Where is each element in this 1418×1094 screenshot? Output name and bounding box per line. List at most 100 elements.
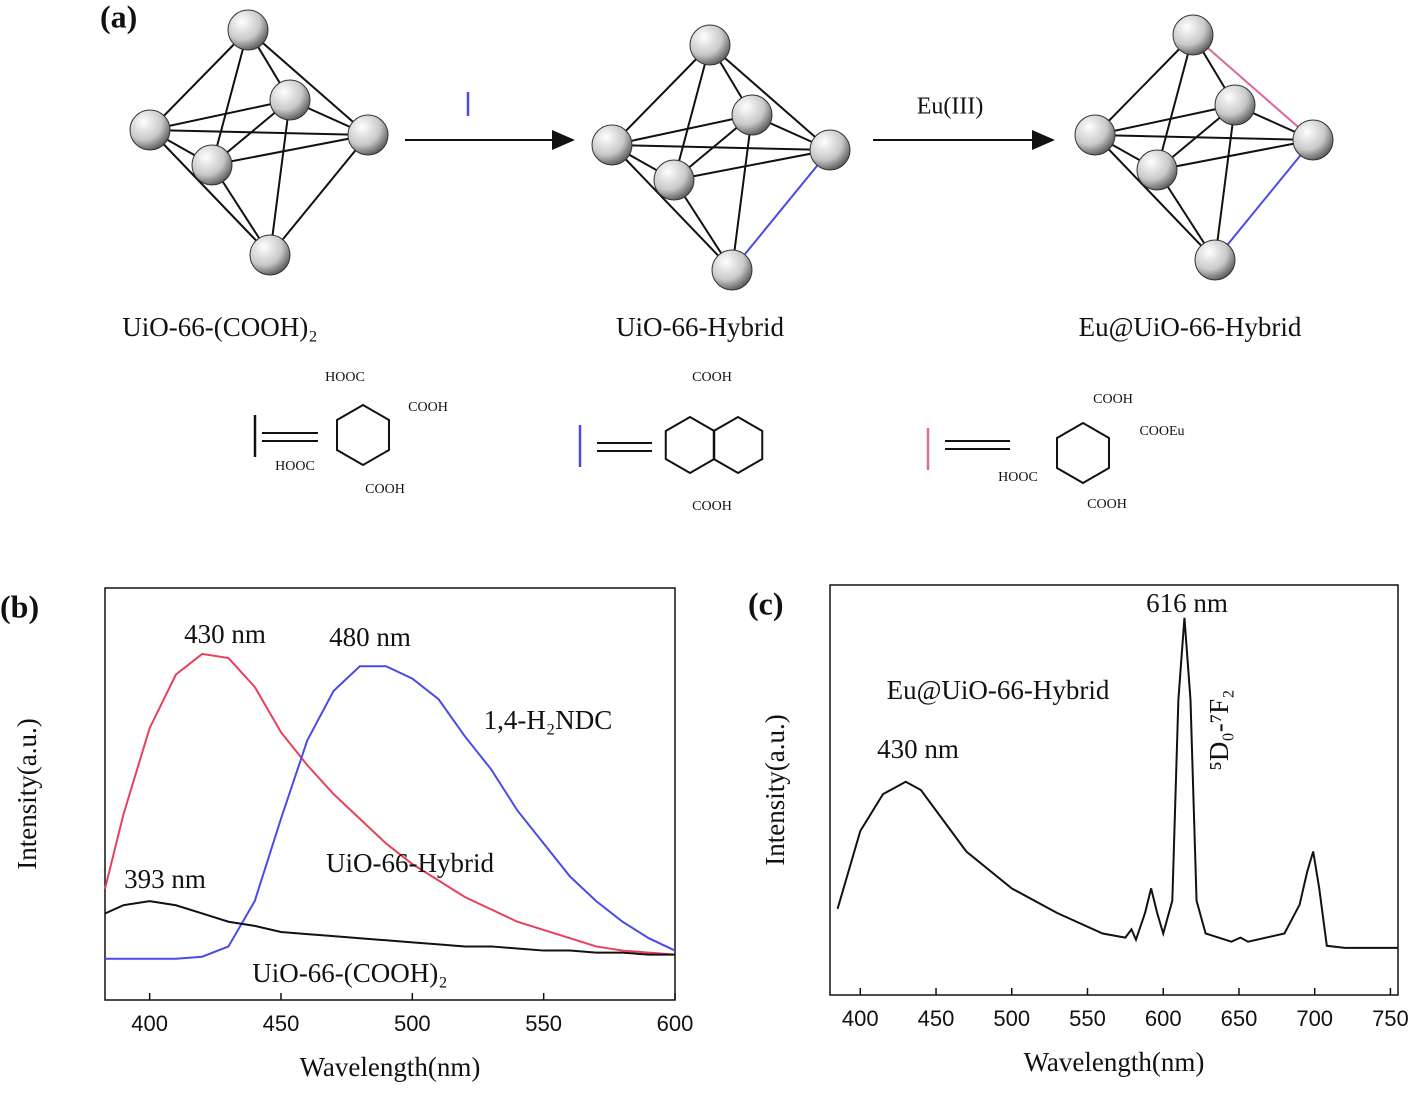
node — [591, 124, 633, 166]
x-tick-label: 450 — [918, 1006, 955, 1031]
edge — [149, 129, 271, 256]
edge — [211, 134, 369, 166]
node — [129, 109, 171, 151]
edge — [269, 134, 369, 256]
edge — [149, 129, 369, 136]
structure-label: UiO-66-(COOH)₂ — [122, 312, 317, 342]
node — [809, 129, 851, 171]
node — [1194, 239, 1236, 281]
node — [689, 24, 731, 66]
edge — [1156, 139, 1314, 171]
group-label: COOH — [408, 400, 448, 415]
edge — [247, 29, 369, 136]
group-label: HOOC — [998, 470, 1038, 485]
edge — [1214, 104, 1236, 261]
x-tick-label: 500 — [993, 1006, 1030, 1031]
edge — [731, 149, 831, 271]
edge — [611, 144, 733, 271]
edge — [611, 114, 753, 146]
node — [1136, 149, 1178, 191]
group-label: COOH — [365, 482, 405, 497]
plot-frame — [104, 587, 676, 1001]
edge — [269, 99, 291, 256]
x-tick-label: 500 — [394, 1011, 431, 1036]
group-label: HOOC — [275, 459, 315, 474]
edge — [673, 149, 831, 181]
ring — [664, 415, 716, 475]
panel-label: (c) — [748, 585, 784, 621]
node — [269, 79, 311, 121]
x-tick-label: 550 — [525, 1011, 562, 1036]
panel-label: (b) — [0, 588, 39, 624]
panel-label: (a) — [100, 0, 137, 34]
x-tick-label: 600 — [657, 1011, 694, 1036]
edge — [149, 99, 291, 131]
node — [191, 144, 233, 186]
group-label: COOEu — [1139, 424, 1184, 439]
node — [1172, 14, 1214, 56]
x-tick-label: 450 — [263, 1011, 300, 1036]
node — [347, 114, 389, 156]
group-label: HOOC — [325, 370, 365, 385]
edge — [211, 29, 249, 166]
y-axis-title: Intensity(a.u.) — [12, 718, 42, 869]
spectrum-line — [105, 665, 676, 960]
x-tick-label: 600 — [1145, 1006, 1182, 1031]
edge — [1094, 34, 1194, 136]
node — [653, 159, 695, 201]
plot-frame — [829, 584, 1399, 996]
series-label: Eu@UiO-66-Hybrid — [887, 675, 1110, 705]
node — [249, 234, 291, 276]
annotation: 430 nm — [184, 619, 266, 649]
edge — [611, 44, 711, 146]
annotation: 480 nm — [329, 622, 411, 652]
ring — [712, 415, 764, 475]
edge — [673, 44, 711, 181]
structure-label: UiO-66-Hybrid — [616, 312, 784, 342]
series-label: 1,4-H₂NDC — [484, 705, 613, 735]
node — [1074, 114, 1116, 156]
structure-label: Eu@UiO-66-Hybrid — [1079, 312, 1302, 342]
x-tick-label: 700 — [1296, 1006, 1333, 1031]
x-axis-title: Wavelength(nm) — [300, 1052, 481, 1082]
annotation: 616 nm — [1146, 588, 1228, 618]
edge — [611, 144, 831, 151]
edge — [1192, 34, 1314, 141]
arrowhead — [552, 130, 575, 150]
group-label: COOH — [1087, 497, 1127, 512]
series-label: UiO-66-Hybrid — [326, 848, 494, 878]
node — [1292, 119, 1334, 161]
spectrum-line — [104, 900, 675, 956]
node — [1214, 84, 1256, 126]
group-label: COOH — [1093, 392, 1133, 407]
edge — [149, 29, 249, 131]
node — [227, 9, 269, 51]
x-tick-label: 650 — [1221, 1006, 1258, 1031]
x-tick-label: 750 — [1372, 1006, 1409, 1031]
series-label: UiO-66-(COOH)₂ — [252, 958, 447, 988]
annotation: 393 nm — [124, 864, 206, 894]
edge — [731, 114, 753, 271]
edge — [709, 44, 831, 151]
ring — [1056, 421, 1110, 485]
arrow-label: Eu(III) — [917, 94, 984, 120]
arrowhead — [1032, 130, 1055, 150]
edge — [1094, 134, 1216, 261]
x-axis-title: Wavelength(nm) — [1024, 1047, 1205, 1077]
edge — [1094, 134, 1314, 141]
edge — [1094, 104, 1236, 136]
edge — [1214, 139, 1314, 261]
group-label: COOH — [692, 499, 732, 514]
x-tick-label: 400 — [131, 1011, 168, 1036]
spectrum-line — [836, 617, 1398, 949]
node — [711, 249, 753, 291]
annotation: ⁵D₀-⁷F₂ — [1204, 689, 1234, 770]
node — [731, 94, 773, 136]
x-tick-label: 550 — [1069, 1006, 1106, 1031]
spectrum-line — [104, 652, 676, 956]
x-tick-label: 400 — [842, 1006, 879, 1031]
group-label: COOH — [692, 370, 732, 385]
ring — [336, 403, 390, 467]
annotation: 430 nm — [877, 734, 959, 764]
